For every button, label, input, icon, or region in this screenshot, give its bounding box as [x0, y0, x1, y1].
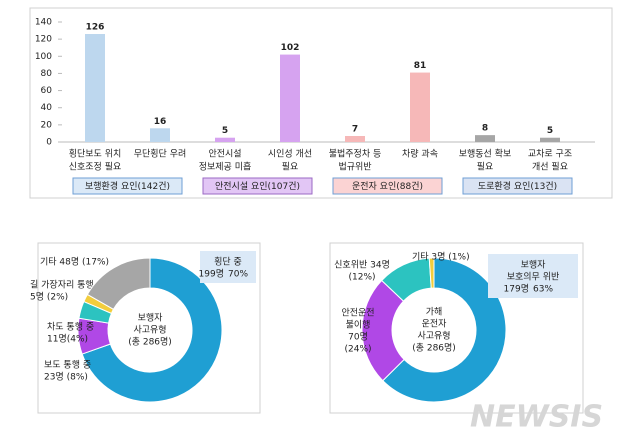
- segment-label: 179명: [504, 284, 529, 295]
- x-tick-label: 무단횡단 우려: [134, 148, 187, 160]
- x-tick-label: 개선 필요: [532, 161, 568, 173]
- value-label: 16: [154, 117, 167, 127]
- value-label: 7: [352, 125, 358, 135]
- y-tick-label: 100: [35, 52, 52, 62]
- group-box: [332, 177, 443, 195]
- x-tick-label: 횡단보도 위치: [69, 148, 122, 160]
- x-tick-label: 신호조정 필요: [69, 161, 122, 173]
- value-label: 102: [281, 43, 300, 53]
- donut-segment: [81, 257, 223, 403]
- segment-label: 5명 (2%): [30, 292, 68, 303]
- x-tick-label: 법규위반: [338, 162, 371, 173]
- segment-label: (24%): [344, 345, 371, 355]
- segment-label: 199명: [199, 269, 224, 280]
- donut-panel: [37, 242, 261, 414]
- x-tick-label: 교차로 구조: [528, 148, 572, 160]
- segment-label: 길 가장자리 통행 중: [30, 279, 105, 291]
- donut-panel: [329, 242, 584, 414]
- segment-label: 23명 (8%): [44, 372, 88, 383]
- x-tick-label: 필요: [282, 161, 299, 173]
- y-tick-label: 60: [41, 86, 53, 96]
- value-label: 126: [86, 23, 105, 33]
- bar: [410, 72, 430, 142]
- donut-segment: [428, 257, 435, 289]
- value-label: 81: [414, 61, 427, 71]
- group-label: 안전시설 요인(107건): [215, 181, 300, 192]
- center-label: 사고유형: [133, 325, 166, 336]
- center-label: 운전자: [422, 319, 448, 330]
- segment-label: 보호의무 위반: [507, 272, 560, 283]
- segment-label: 70명: [348, 332, 368, 343]
- y-tick-label: 80: [41, 69, 53, 79]
- y-tick-label: 120: [35, 35, 52, 45]
- y-tick-label: 0: [46, 138, 52, 148]
- segment-label: (12%): [348, 273, 375, 283]
- label-box: [488, 254, 578, 298]
- bar: [540, 137, 560, 142]
- segment-label: 안전운전: [341, 308, 374, 319]
- segment-label: 차도 통행 중: [47, 321, 94, 333]
- group-label: 운전자 요인(88건): [352, 181, 423, 192]
- segment-label: 불이행: [346, 319, 371, 331]
- bar: [150, 128, 170, 142]
- bar: [215, 137, 235, 142]
- group-box: [202, 177, 313, 195]
- y-tick-label: 140: [35, 18, 52, 28]
- x-tick-label: 필요: [477, 161, 494, 173]
- x-tick-label: 불법주정차 등: [329, 148, 382, 160]
- segment-label: 보도 통행 중: [44, 359, 91, 371]
- group-box: [462, 177, 573, 195]
- bar: [85, 34, 105, 142]
- value-label: 5: [547, 126, 553, 136]
- segment-label: 보행자: [521, 259, 547, 271]
- segment-label: 신호위반 34명: [334, 260, 390, 271]
- bar: [280, 54, 300, 143]
- group-box: [72, 177, 183, 195]
- segment-label: 기타 3명 (1%): [412, 252, 470, 263]
- x-tick-label: 시인성 개선: [268, 149, 312, 160]
- x-tick-label: 안전시설: [208, 149, 241, 160]
- x-tick-label: 차량 과속: [402, 148, 438, 160]
- center-label: 보행자: [138, 312, 164, 324]
- center-label: (총 286명): [128, 337, 172, 348]
- bar: [345, 136, 365, 142]
- donut-segment: [86, 257, 151, 310]
- group-label: 보행환경 요인(142건): [85, 180, 170, 192]
- x-tick-label: 정보제공 미흡: [199, 161, 252, 173]
- segment-percent: 63%: [533, 285, 553, 295]
- segment-percent: 70%: [228, 270, 248, 280]
- center-label: (총 286명): [412, 343, 456, 354]
- donut-segment: [382, 257, 507, 403]
- center-label: 가해: [426, 307, 443, 318]
- watermark: NEWSIS: [470, 400, 603, 435]
- y-tick-label: 20: [41, 120, 53, 130]
- center-label: 사고유형: [417, 331, 450, 342]
- segment-label: 횡단 중: [214, 256, 242, 268]
- label-box: [200, 251, 256, 283]
- segment-label: 11명(4%): [47, 334, 88, 345]
- group-label: 도로환경 요인(13건): [478, 180, 557, 192]
- value-label: 8: [482, 124, 488, 134]
- segment-label: 기타 48명 (17%): [40, 257, 109, 268]
- y-tick-label: 40: [41, 103, 53, 113]
- x-tick-label: 보행동선 확보: [459, 148, 512, 160]
- bar-panel: [29, 7, 613, 199]
- bar: [475, 135, 495, 142]
- value-label: 5: [222, 126, 228, 136]
